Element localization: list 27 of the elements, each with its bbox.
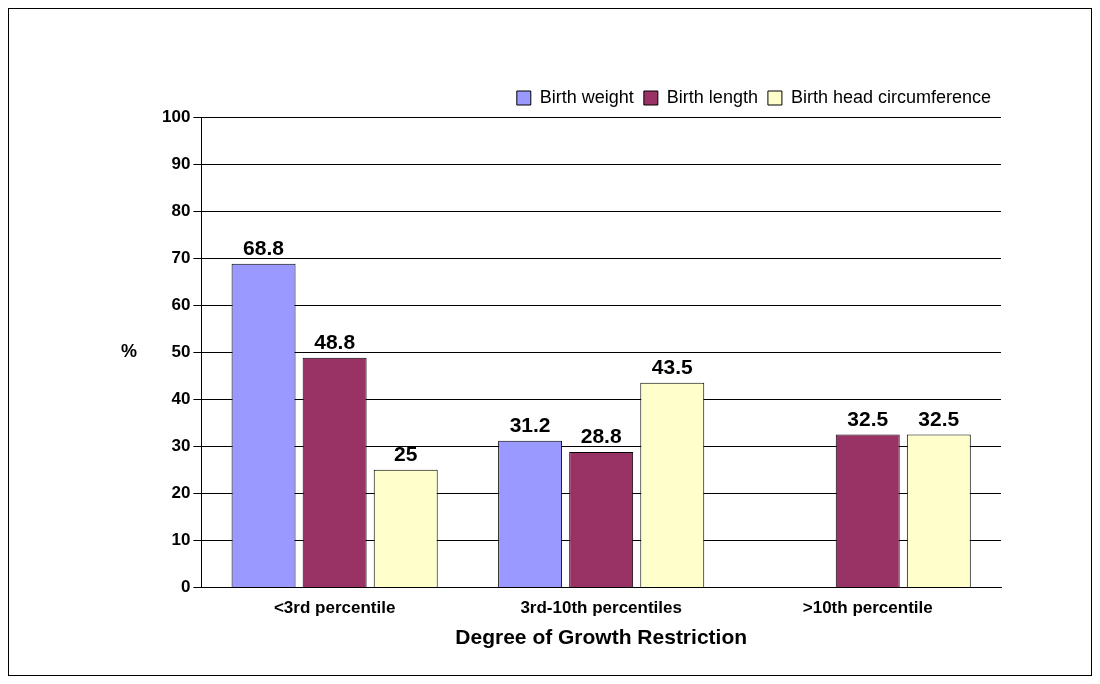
- x-tick-label: <3rd percentile: [273, 598, 396, 618]
- y-tick-label: 40: [171, 388, 191, 408]
- data-label: 48.8: [314, 330, 356, 354]
- y-tick-label: 10: [171, 530, 191, 550]
- data-label: 28.8: [580, 424, 622, 448]
- y-tick-label: 20: [171, 483, 191, 503]
- y-tick-label: 50: [171, 341, 191, 361]
- legend-label: Birth length: [666, 86, 758, 107]
- y-tick-label: 0: [180, 577, 191, 597]
- data-label: 68.8: [243, 236, 285, 260]
- data-label: 32.5: [918, 406, 960, 430]
- legend-label: Birth head circumference: [790, 86, 991, 107]
- y-tick-label: 60: [171, 294, 191, 314]
- data-label: 43.5: [651, 355, 694, 379]
- data-label: 32.5: [847, 406, 889, 430]
- x-tick-label: 3rd-10th percentiles: [520, 598, 682, 618]
- y-tick-label: 30: [171, 435, 191, 455]
- legend-label: Birth weight: [539, 86, 634, 107]
- data-label: 25: [394, 442, 418, 466]
- y-tick-label: 80: [171, 200, 191, 220]
- y-axis-title: %: [120, 341, 138, 362]
- data-label: 31.2: [509, 412, 551, 436]
- x-tick-label: >10th percentile: [802, 598, 933, 618]
- y-tick-label: 90: [171, 153, 191, 173]
- y-tick-label: 100: [161, 106, 191, 126]
- x-axis-title: Degree of Growth Restriction: [455, 625, 748, 649]
- y-tick-label: 70: [171, 247, 191, 267]
